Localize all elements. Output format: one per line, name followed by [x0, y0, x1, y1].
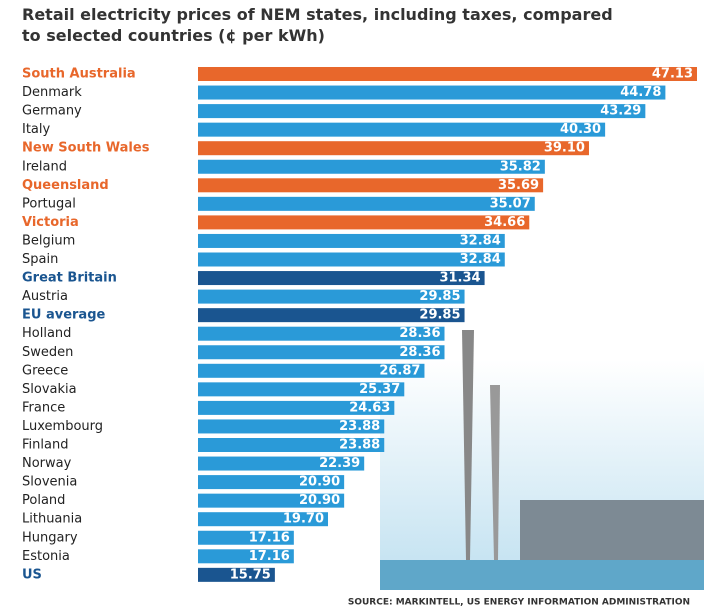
category-label: Finland — [22, 438, 68, 453]
category-label: Slovenia — [22, 475, 77, 490]
value-label: 19.70 — [283, 512, 324, 527]
chart-title: Retail electricity prices of NEM states,… — [22, 5, 613, 45]
bar — [198, 456, 365, 471]
category-label: Ireland — [22, 159, 67, 174]
bar — [198, 196, 535, 211]
bar — [198, 512, 329, 527]
value-label: 47.13 — [652, 67, 693, 82]
value-label: 40.30 — [560, 122, 601, 137]
value-label: 17.16 — [249, 549, 290, 564]
category-label: Greece — [22, 363, 68, 378]
category-label: Sweden — [22, 345, 73, 360]
value-label: 15.75 — [230, 567, 271, 582]
value-label: 32.84 — [460, 252, 501, 267]
value-label: 34.66 — [484, 215, 525, 230]
category-label: Holland — [22, 326, 71, 341]
value-label: 44.78 — [620, 85, 661, 100]
bar — [198, 104, 646, 119]
value-label: 35.69 — [498, 178, 539, 193]
value-label: 35.82 — [500, 159, 541, 174]
bar — [198, 345, 445, 360]
value-label: 20.90 — [299, 475, 340, 490]
bar — [198, 438, 385, 452]
value-label: 17.16 — [249, 530, 290, 545]
value-label: 20.90 — [299, 493, 340, 508]
category-label: Norway — [22, 456, 72, 471]
category-label: New South Wales — [22, 141, 150, 156]
bar — [198, 159, 545, 174]
value-label: 23.88 — [339, 419, 380, 434]
value-label: 29.85 — [419, 308, 460, 323]
bar — [198, 363, 425, 378]
value-label: 39.10 — [544, 141, 585, 156]
category-label: Queensland — [22, 178, 109, 193]
value-label: 26.87 — [379, 363, 420, 378]
bar — [198, 530, 294, 545]
bar — [198, 567, 275, 582]
category-label: South Australia — [22, 67, 136, 82]
bar — [198, 400, 395, 415]
category-label: Portugal — [22, 196, 76, 211]
category-label: Denmark — [22, 85, 82, 100]
bar — [198, 271, 485, 286]
category-label: Italy — [22, 122, 51, 137]
category-label: Estonia — [22, 549, 70, 564]
category-label: US — [22, 567, 42, 582]
bar — [198, 475, 345, 490]
category-label: Belgium — [22, 233, 75, 248]
bar — [198, 233, 505, 248]
value-label: 29.85 — [419, 289, 460, 304]
bar — [198, 252, 505, 267]
value-label: 28.36 — [399, 345, 440, 360]
bar — [198, 141, 589, 156]
bar — [198, 493, 345, 508]
value-label: 23.88 — [339, 438, 380, 453]
source: SOURCE: MARKINTELL, US ENERGY INFORMATIO… — [348, 598, 690, 608]
value-label: 28.36 — [399, 326, 440, 341]
value-label: 31.34 — [439, 271, 480, 286]
bar — [198, 419, 385, 434]
category-label: Lithuania — [22, 512, 82, 527]
background-photo — [380, 330, 704, 590]
category-label: Spain — [22, 252, 58, 267]
bar — [198, 382, 405, 397]
category-label: EU average — [22, 308, 106, 323]
bar — [198, 549, 294, 564]
bar — [198, 215, 530, 230]
bar — [198, 178, 544, 193]
value-label: 43.29 — [600, 104, 641, 119]
bar — [198, 85, 666, 100]
bar — [198, 326, 445, 341]
value-label: 25.37 — [359, 382, 400, 397]
value-label: 24.63 — [349, 400, 390, 415]
value-label: 22.39 — [319, 456, 360, 471]
value-label: 32.84 — [460, 233, 501, 248]
bar — [198, 289, 465, 304]
category-label: Poland — [22, 493, 65, 508]
bar — [198, 67, 697, 81]
category-label: Great Britain — [22, 271, 117, 286]
value-label: 35.07 — [490, 196, 531, 211]
category-label: France — [22, 400, 65, 415]
category-label: Luxembourg — [22, 419, 103, 434]
bar — [198, 308, 465, 323]
bar — [198, 122, 606, 137]
category-label: Germany — [22, 104, 82, 119]
category-label: Austria — [22, 289, 68, 304]
category-label: Victoria — [22, 215, 79, 230]
category-label: Hungary — [22, 530, 78, 545]
category-label: Slovakia — [22, 382, 77, 397]
